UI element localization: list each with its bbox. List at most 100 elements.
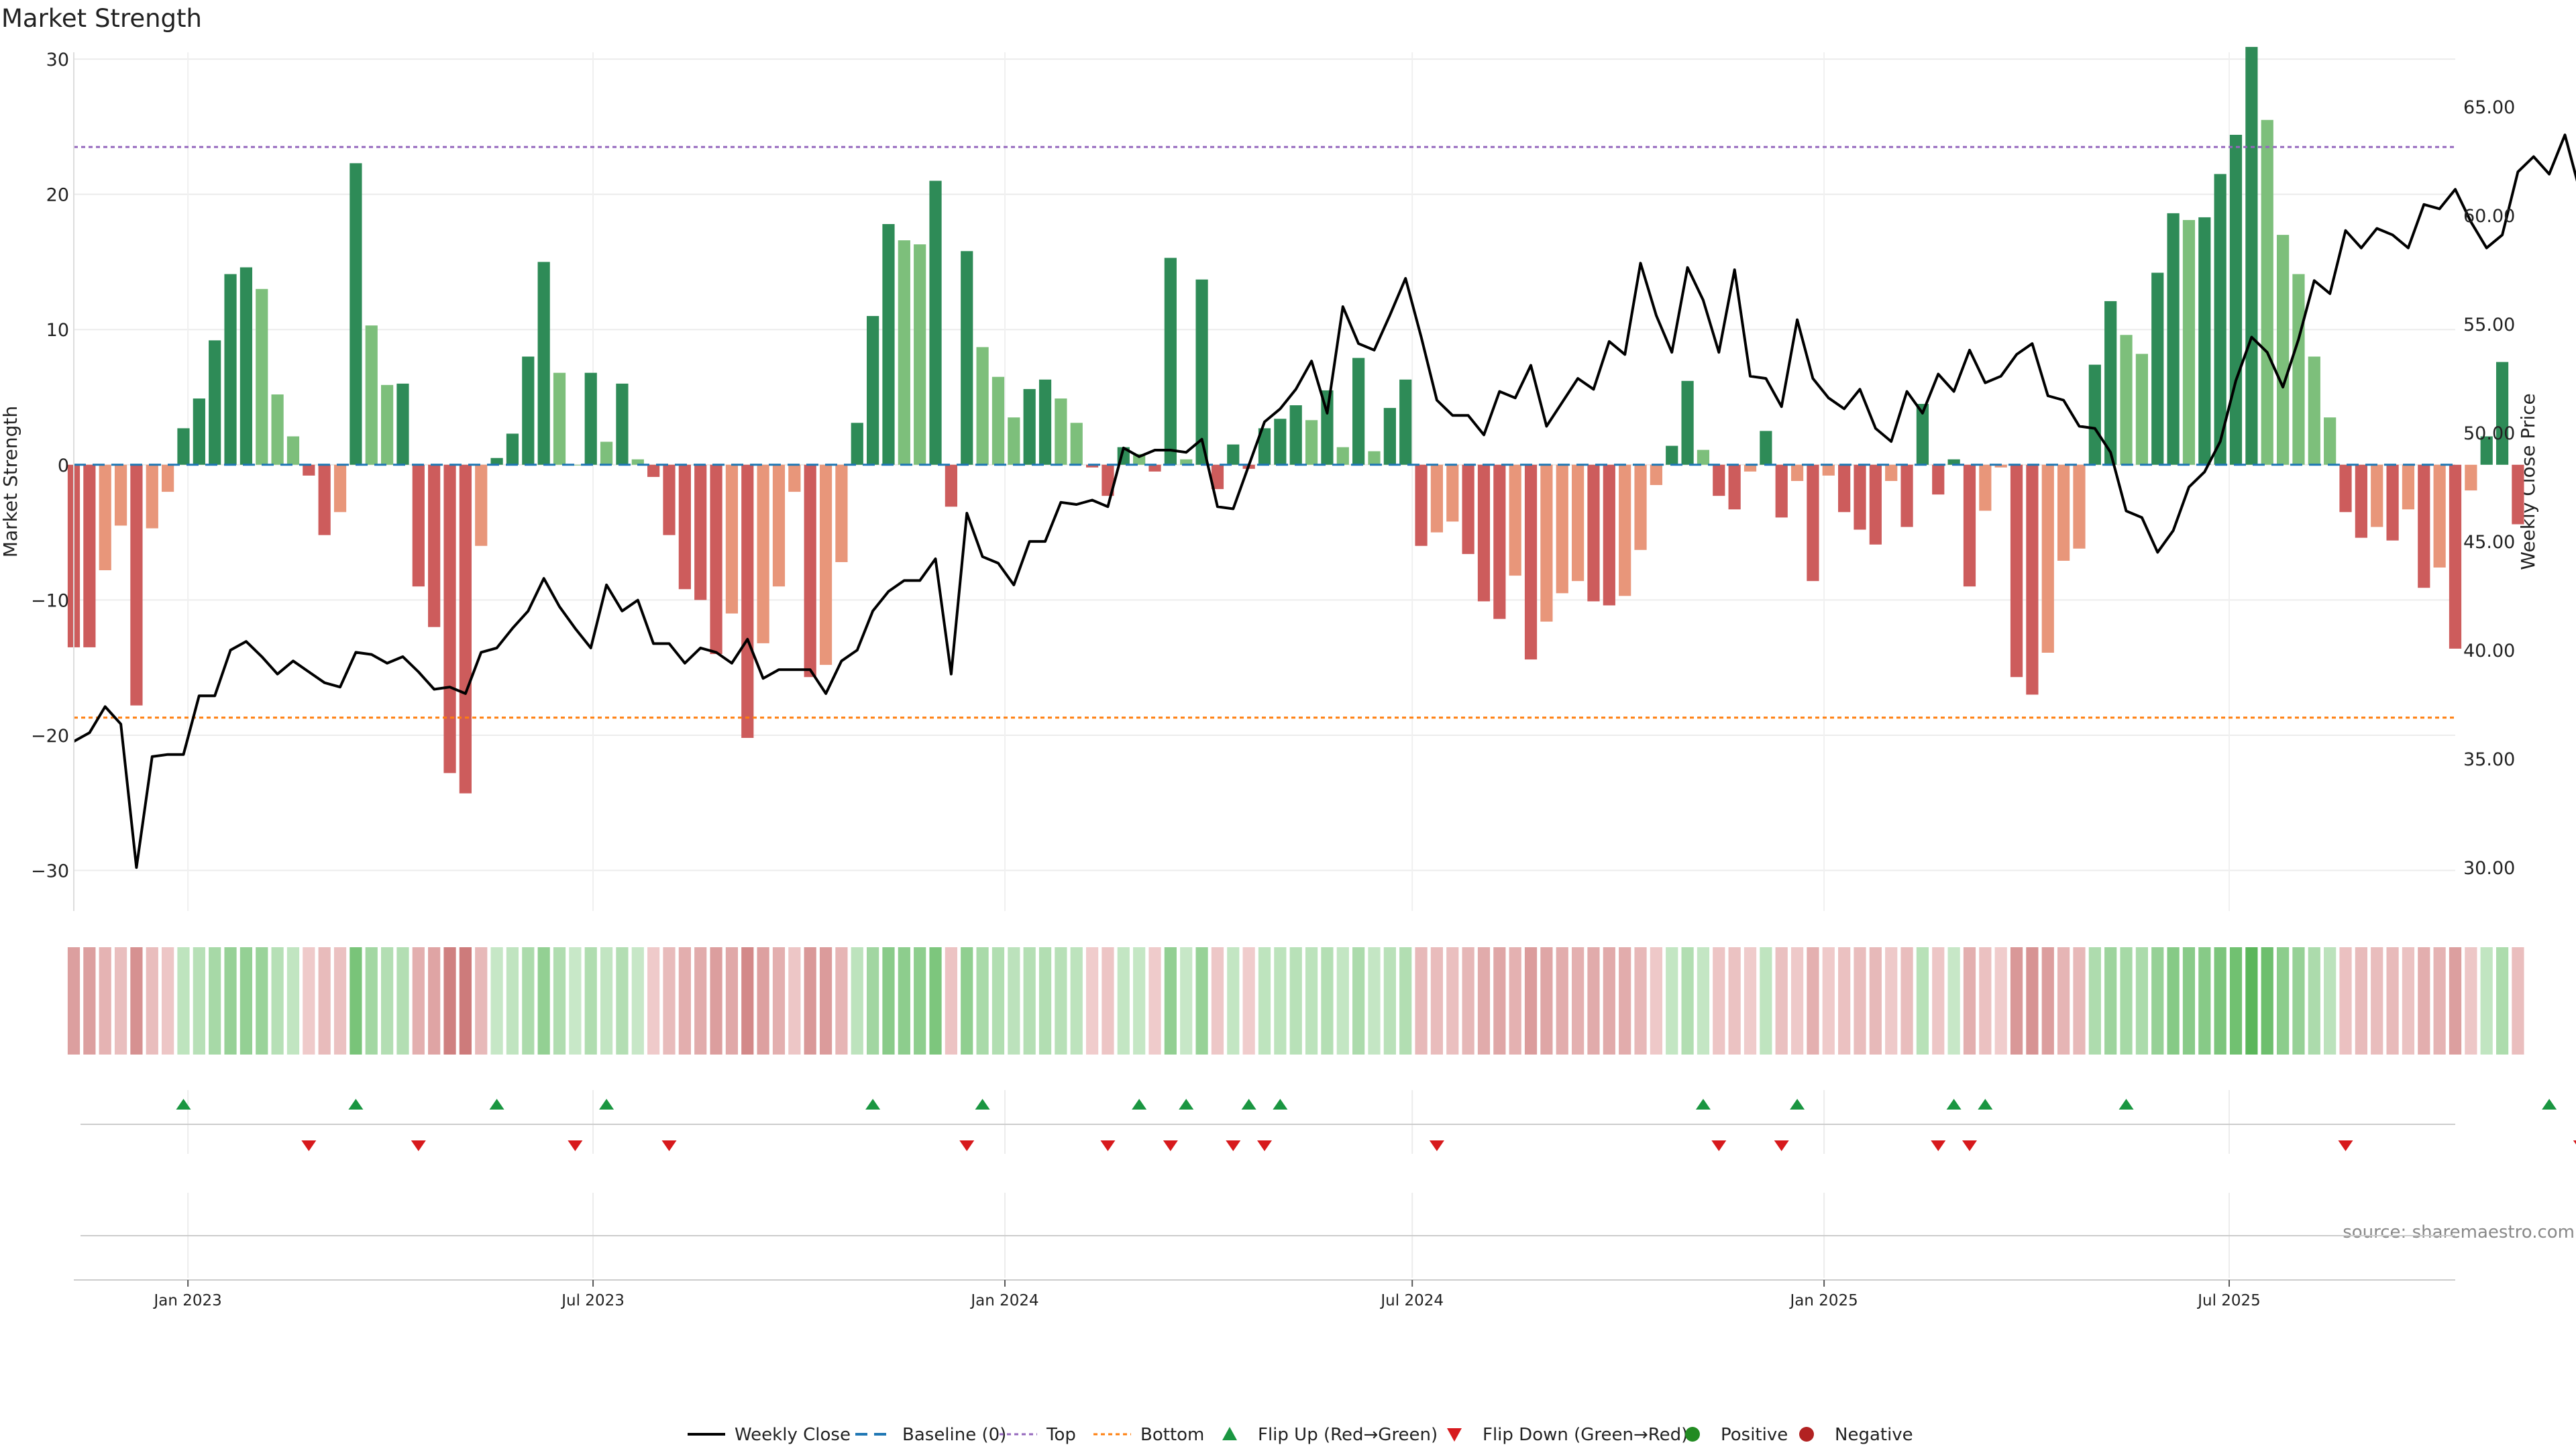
heatmap-cell: [333, 947, 347, 1055]
strength-bar: [1571, 464, 1585, 582]
strength-bar: [1916, 404, 1929, 465]
strength-bar: [2292, 274, 2305, 465]
flip-down-marker: [1163, 1140, 1178, 1151]
left-tick-label: −10: [31, 590, 69, 611]
right-tick-label: 30.00: [2463, 858, 2515, 879]
heatmap-cell: [193, 947, 205, 1055]
heatmap-cell: [2229, 947, 2243, 1055]
strength-bar: [851, 423, 863, 465]
left-tick-label: −30: [31, 861, 69, 882]
strength-bar: [1102, 464, 1114, 496]
x-tick-label: Jan 2025: [1788, 1292, 1858, 1309]
heatmap-cell: [2041, 947, 2054, 1055]
heatmap-cell: [2151, 947, 2164, 1055]
strength-bar: [1900, 464, 1913, 527]
heatmap-cell: [1148, 947, 1161, 1055]
strength-bar: [2355, 464, 2367, 538]
heatmap-cell: [396, 947, 409, 1055]
strength-bar: [2512, 464, 2524, 525]
strength-bar: [1258, 428, 1271, 465]
legend-item: Flip Up (Red→Green): [1222, 1425, 1438, 1445]
strength-bar: [475, 464, 488, 546]
strength-bar: [1634, 464, 1647, 550]
heatmap-cell: [286, 947, 300, 1055]
strength-bar: [2308, 356, 2320, 465]
strength-bar: [1509, 464, 1521, 576]
heatmap-cell: [303, 947, 315, 1055]
heatmap-cell: [1916, 947, 1929, 1055]
heatmap-cell: [1650, 947, 1662, 1055]
strength-bar: [929, 180, 942, 465]
strength-bar: [412, 464, 425, 587]
strength-bar: [1838, 464, 1851, 513]
heatmap-cell: [1242, 947, 1255, 1055]
heatmap-cell: [663, 947, 676, 1055]
strength-bar: [1728, 464, 1741, 510]
heatmap-cell: [2355, 947, 2367, 1055]
x-tick-label: Jan 2023: [153, 1292, 222, 1309]
heatmap-cell: [2339, 947, 2352, 1055]
strength-bar: [1023, 388, 1036, 465]
strength-bar: [2276, 235, 2290, 465]
strength-bar: [2198, 217, 2211, 465]
heatmap-cell: [1666, 947, 1678, 1055]
legend-label: Flip Down (Green→Red): [1483, 1425, 1688, 1445]
left-tick-label: 10: [46, 320, 69, 341]
x-tick-label: Jul 2024: [1379, 1292, 1444, 1309]
legend-label: Positive: [1721, 1425, 1788, 1445]
flip-down-marker: [1100, 1140, 1116, 1151]
strength-bar: [1760, 431, 1772, 465]
flip-down-marker: [568, 1140, 583, 1151]
legend-item: Top: [1000, 1425, 1076, 1445]
flip-down-marker: [1931, 1140, 1946, 1151]
heatmap-cell: [99, 947, 111, 1055]
legend-swatch-positive: [1685, 1427, 1700, 1442]
strength-bar: [1587, 464, 1600, 602]
strength-bar: [506, 433, 519, 465]
legend-item: Baseline (0): [855, 1425, 1006, 1445]
strength-bar: [772, 464, 786, 587]
x-tick-label: Jan 2024: [969, 1292, 1038, 1309]
heatmap-cell: [1869, 947, 1882, 1055]
strength-bar: [459, 464, 472, 794]
heatmap-cell: [1509, 947, 1521, 1055]
heatmap-cell: [162, 947, 174, 1055]
strength-bar: [1070, 423, 1083, 465]
strength-bar: [318, 464, 331, 535]
strength-bar: [1540, 464, 1553, 622]
heatmap-cell: [961, 947, 973, 1055]
legend-swatch-negative: [1799, 1427, 1814, 1442]
heatmap-cell: [1807, 947, 1819, 1055]
strength-bar: [2026, 464, 2039, 695]
strength-bar: [991, 376, 1005, 465]
strength-bar: [1477, 464, 1491, 602]
strength-bar: [1493, 464, 1506, 619]
strength-bar: [193, 398, 205, 465]
strength-bar: [725, 464, 739, 614]
strength-bar: [2120, 335, 2133, 465]
heatmap-cell: [1822, 947, 1835, 1055]
heatmap-cell: [1619, 947, 1631, 1055]
legend-label: Flip Up (Red→Green): [1258, 1425, 1438, 1445]
strength-bar: [1415, 464, 1428, 546]
strength-bar: [2418, 464, 2430, 588]
heatmap-cell: [1760, 947, 1772, 1055]
strength-bar: [1368, 451, 1381, 465]
heatmap-cell: [1947, 947, 1960, 1055]
legend-item: Positive: [1685, 1425, 1788, 1445]
strength-bar: [537, 262, 550, 465]
strength-bar: [600, 441, 613, 465]
strength-bar: [2324, 417, 2337, 465]
strength-bar: [1807, 464, 1819, 582]
strength-bar: [2010, 464, 2023, 678]
strength-bar: [1055, 398, 1067, 465]
heatmap-cell: [2182, 947, 2196, 1055]
strength-bar: [1430, 464, 1444, 533]
strength-bar: [678, 464, 691, 590]
left-tick-label: −20: [31, 726, 69, 747]
heatmap-cell: [1838, 947, 1851, 1055]
strength-bar: [1713, 464, 1725, 496]
flip-down-marker: [1429, 1140, 1444, 1151]
strength-bar: [1979, 464, 1992, 511]
